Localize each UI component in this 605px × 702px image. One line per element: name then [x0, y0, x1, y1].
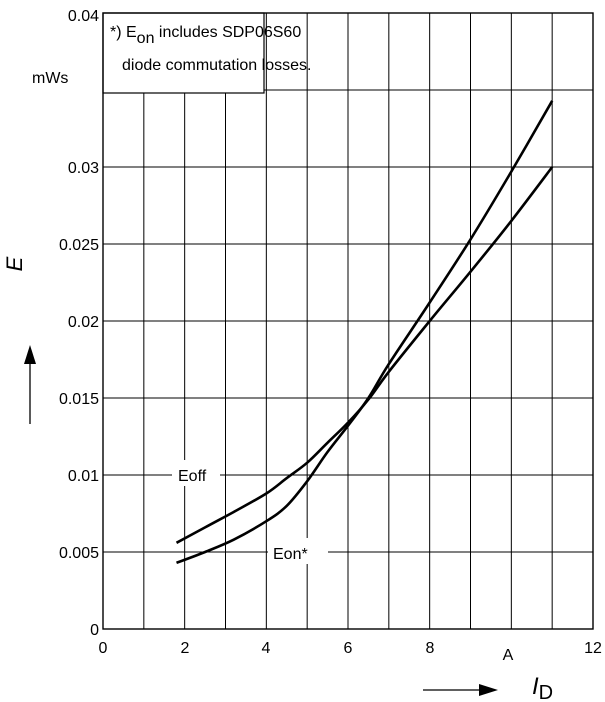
series-line-eoff: [175, 166, 554, 544]
x-tick-labels: 0 2 4 6 8 12: [99, 640, 602, 657]
x-tick-2: 2: [181, 640, 190, 657]
y-tick-0.005: 0.005: [59, 545, 99, 562]
series-group: [175, 100, 554, 565]
series-line-eon: [176, 100, 554, 565]
x-tick-12: 12: [584, 640, 602, 657]
note-line-1: *) Eon includes SDP06S60: [110, 24, 301, 47]
x-tick-8: 8: [426, 640, 435, 657]
y-tick-0.02: 0.02: [68, 314, 99, 331]
x-axis-arrow-head: [479, 684, 498, 696]
eoff-label-bg: [172, 460, 220, 486]
eon-label-bg: [268, 538, 328, 564]
eon-label: Eon*: [273, 546, 308, 563]
x-tick-0: 0: [99, 640, 108, 657]
y-tick-labels: 0 0.005 0.01 0.015 0.02 0.025 0.03 0.04: [59, 8, 99, 639]
y-tick-0.01: 0.01: [68, 468, 99, 485]
y-tick-0.015: 0.015: [59, 391, 99, 408]
y-tick-0: 0: [90, 622, 99, 639]
y-tick-0.03: 0.03: [68, 160, 99, 177]
note-line-2: diode commutation losses.: [122, 57, 311, 74]
x-unit: A: [503, 647, 514, 664]
y-axis-title: E: [2, 256, 27, 271]
eoff-label: Eoff: [178, 468, 207, 485]
y-unit: mWs: [32, 70, 68, 87]
y-tick-0.04: 0.04: [68, 8, 99, 25]
x-tick-6: 6: [344, 640, 353, 657]
grid: [103, 13, 593, 629]
y-tick-0.025: 0.025: [59, 237, 99, 254]
y-axis-arrow-head: [24, 345, 36, 364]
note-box: *) Eon includes SDP06S60 diode commutati…: [102, 12, 311, 94]
x-tick-4: 4: [262, 640, 271, 657]
plot-frame: [102, 12, 594, 630]
x-axis-title: ID: [532, 673, 553, 702]
